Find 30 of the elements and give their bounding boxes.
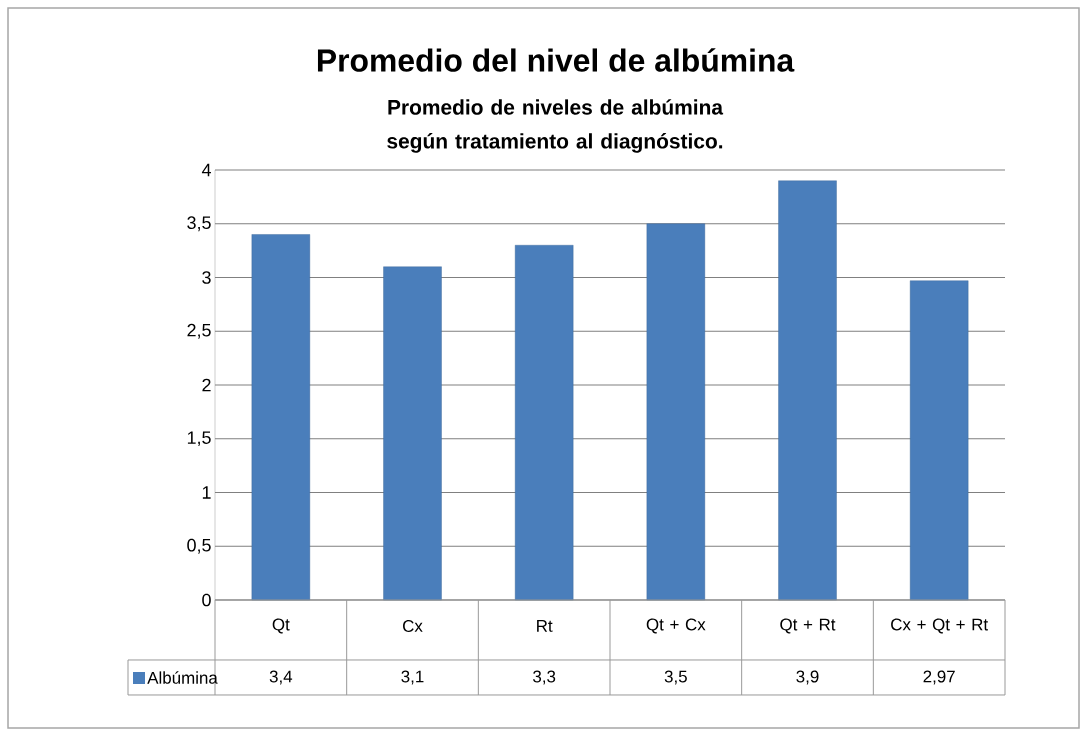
- y-tick-label: 3,5: [187, 216, 211, 232]
- y-tick-label: 4: [201, 163, 211, 177]
- x-tick-label: Cx: [403, 619, 423, 632]
- chart-subtitle: Promedio de niveles de albúmina según tratamiento al diagnóstico.: [387, 99, 724, 153]
- bar: [646, 223, 706, 601]
- legend-label: Albúmina: [147, 671, 218, 684]
- bar: [383, 266, 442, 601]
- y-tick-label: 0,5: [187, 538, 211, 554]
- x-tick-label: Qt: [272, 618, 290, 634]
- data-label: 3,1: [401, 670, 424, 685]
- bar: [909, 280, 969, 601]
- y-tick-label: 1,5: [187, 431, 211, 447]
- y-tick-label: 2,5: [187, 323, 211, 339]
- y-tick-label: 3: [202, 271, 211, 284]
- bar: [514, 245, 574, 601]
- x-tick-label: Qt + Cx: [646, 618, 706, 634]
- x-tick-label: Cx + Qt + Rt: [891, 618, 988, 634]
- data-label: 2,97: [923, 670, 955, 685]
- data-label: 3,4: [269, 670, 293, 685]
- bar: [251, 234, 311, 601]
- x-tick-label: Rt: [537, 620, 553, 632]
- data-label: 3,9: [796, 670, 819, 685]
- chart-title: Promedio del nivel de albúmina: [317, 48, 795, 72]
- data-label: 3,5: [664, 670, 687, 685]
- y-tick-label: 1: [202, 486, 211, 499]
- y-tick-label: 2: [202, 378, 211, 392]
- bar: [778, 180, 837, 601]
- data-label: 3,3: [533, 670, 556, 685]
- y-tick-label: 0: [202, 593, 211, 607]
- x-tick-label: Qt + Rt: [780, 618, 836, 634]
